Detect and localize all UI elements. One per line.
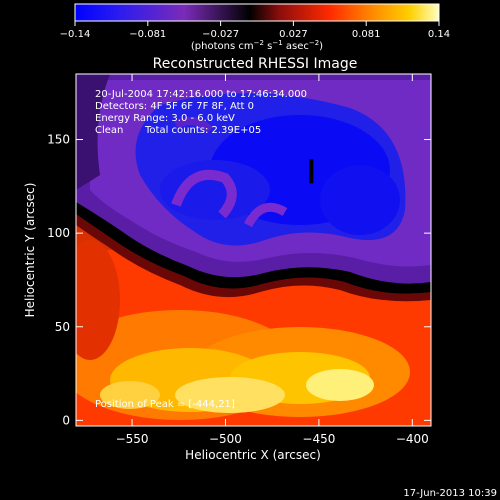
colorbar-tick-label: 0.027 (279, 29, 308, 40)
x-tick-label: −500 (209, 432, 242, 446)
x-tick-label: −550 (116, 432, 149, 446)
y-axis-ticks: 0 50 100 150 (47, 133, 431, 427)
colorbar-tick-label: −0.14 (60, 29, 91, 40)
annotation-algorithm: Clean (95, 125, 123, 136)
x-tick-label: −450 (302, 432, 335, 446)
y-tick-label: 0 (62, 413, 70, 427)
peak-marker (309, 159, 314, 184)
x-axis-label: Heliocentric X (arcsec) (185, 448, 321, 462)
annotations: 20-Jul-2004 17:42:16.000 to 17:46:34.000… (95, 89, 307, 410)
plot-frame (75, 73, 432, 427)
y-tick-label: 100 (47, 226, 70, 240)
colorbar-ticks: −0.14 −0.081 −0.027 0.027 0.081 0.14 (60, 21, 450, 40)
chart-title: Reconstructed RHESSI Image (153, 56, 358, 72)
footer-timestamp: 17-Jun-2013 10:39 (403, 488, 497, 499)
colorbar-gradient (74, 3, 440, 22)
heatmap-image (76, 74, 431, 426)
annotation-peak-position: Position of Peak = [-444,21] (95, 399, 235, 410)
annotation-energy-range: Energy Range: 3.0 - 6.0 keV (95, 113, 235, 124)
colorbar-tick-label: −0.081 (129, 29, 166, 40)
colorbar-tick-label: −0.027 (202, 29, 239, 40)
y-axis-label: Heliocentric Y (arcsec) (23, 183, 37, 318)
annotation-time-range: 20-Jul-2004 17:42:16.000 to 17:46:34.000 (95, 89, 307, 100)
colorbar-tick-label: 0.081 (352, 29, 381, 40)
y-tick-label: 50 (55, 320, 70, 334)
colorbar-unit-label: (photons cm−2 s−1 asec−2) (191, 39, 323, 52)
x-axis-ticks: −550 −500 −450 −400 (116, 74, 429, 446)
annotation-detectors: Detectors: 4F 5F 6F 7F 8F, Att 0 (95, 101, 254, 112)
colorbar-tick-label: 0.14 (428, 29, 450, 40)
y-tick-label: 150 (47, 133, 70, 147)
peak-marker-bar (309, 159, 314, 184)
colorbar: −0.14 −0.081 −0.027 0.027 0.081 0.14 (photons… (60, 3, 450, 52)
annotation-total-counts: Total counts: 2.39E+05 (144, 125, 261, 136)
x-tick-label: −400 (396, 432, 429, 446)
